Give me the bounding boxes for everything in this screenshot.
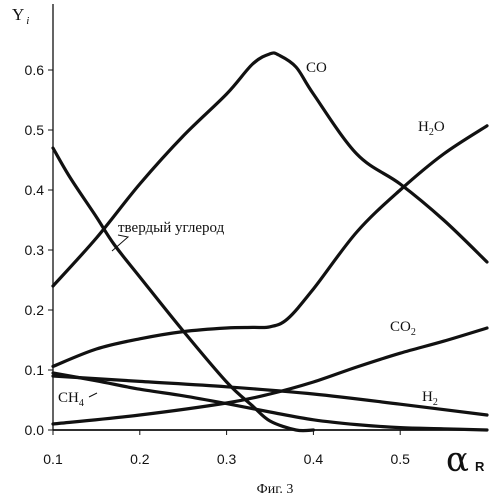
series-label-0: CO: [306, 60, 327, 76]
label-leader-line: [88, 392, 98, 398]
series-line-1: [51, 124, 489, 368]
y-tick-label: 0.4: [25, 182, 45, 198]
y-tick-label: 0.6: [25, 62, 45, 78]
x-tick-label: 0.3: [217, 451, 237, 467]
series-line-2: [51, 146, 315, 433]
figure-caption: Фиг. 3: [257, 482, 294, 497]
series-line-3: [51, 326, 489, 426]
y-tick-label: 0.1: [25, 362, 45, 378]
series-lines: [51, 51, 489, 433]
series-line-4: [51, 374, 489, 417]
x-tick-label: 0.2: [130, 451, 150, 467]
label-leader-line: [111, 234, 130, 252]
annotations: CO H2O твердый углерод CO2 H2 CH4: [58, 60, 445, 409]
axes: 0.0 0.1 0.2 0.3 0.4 0.5 0.6 0.1 0.2 0.3 0.4 0.5 Y i α R…: [12, 4, 487, 497]
series-line-5: [51, 371, 489, 432]
series-line-0: [51, 51, 489, 288]
y-tick-label: 0.2: [25, 302, 45, 318]
y-tick-label: 0.3: [25, 242, 45, 258]
y-tick-label: 0.0: [25, 422, 45, 438]
series-label-5: CH4: [58, 390, 84, 409]
series-label-4: H2: [422, 389, 438, 408]
series-label-1: H2O: [418, 119, 445, 138]
x-tick-label: 0.1: [43, 451, 63, 467]
series-label-3: CO2: [390, 319, 416, 338]
series-label-2: твердый углерод: [118, 220, 225, 236]
x-tick-label: 0.4: [304, 451, 324, 467]
y-tick-label: 0.5: [25, 122, 45, 138]
x-tick-label: 0.5: [390, 451, 410, 467]
